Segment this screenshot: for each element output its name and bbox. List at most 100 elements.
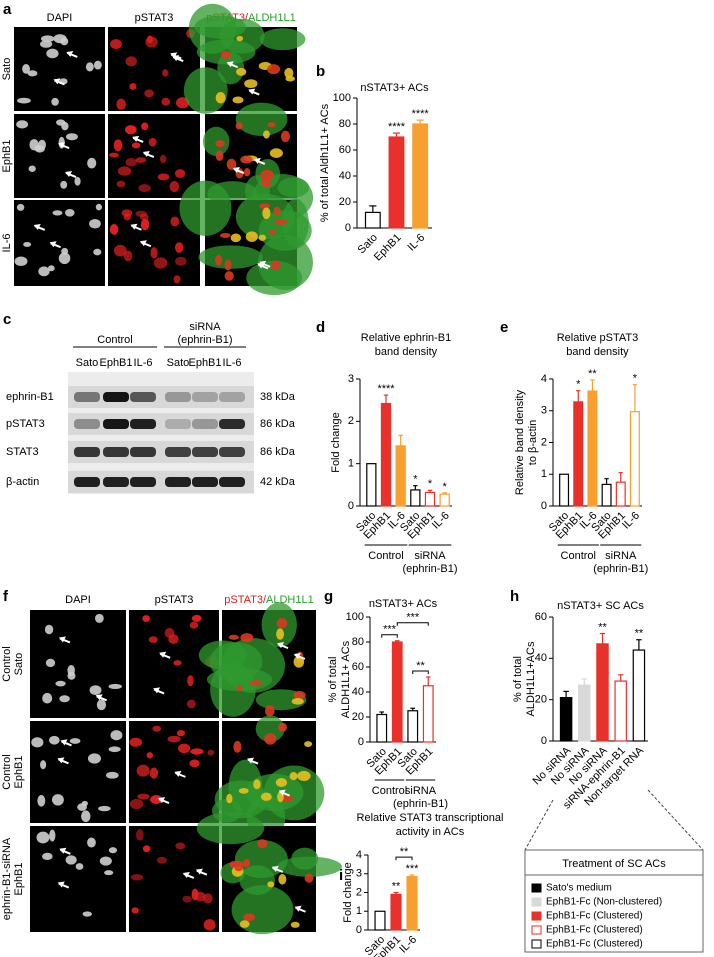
nucleus bbox=[22, 64, 30, 74]
nucleus bbox=[93, 60, 102, 70]
nucleus bbox=[138, 184, 151, 193]
nucleus bbox=[109, 223, 119, 235]
protein-label: STAT3 bbox=[6, 446, 39, 458]
nucleus bbox=[261, 177, 271, 188]
chart-title: Relative pSTAT3 bbox=[557, 332, 639, 344]
bar bbox=[614, 680, 627, 742]
panel-letter: f bbox=[3, 588, 9, 605]
nucleus bbox=[58, 252, 71, 265]
group-label: (ephrin-B1) bbox=[402, 563, 457, 575]
nucleus bbox=[82, 911, 92, 917]
blot-band bbox=[165, 392, 191, 402]
nucleus bbox=[268, 229, 276, 235]
nucleus bbox=[207, 749, 215, 756]
nucleus bbox=[31, 737, 44, 748]
nucleus bbox=[110, 730, 123, 741]
row-label: ephrin-B1-siRNA bbox=[1, 837, 13, 920]
y-tick-label: 0 bbox=[345, 222, 351, 234]
bar bbox=[578, 684, 591, 742]
y-tick-label: 20 bbox=[352, 711, 364, 723]
nucleus bbox=[40, 760, 47, 770]
nucleus bbox=[290, 921, 300, 928]
group-label: Control bbox=[368, 550, 403, 562]
bar bbox=[632, 649, 646, 742]
significance: * bbox=[576, 379, 581, 391]
blot-band bbox=[74, 447, 100, 457]
blot-band bbox=[74, 477, 100, 487]
significance: * bbox=[428, 478, 433, 490]
cell-body bbox=[239, 865, 275, 896]
nucleus bbox=[224, 259, 232, 271]
blot-band bbox=[192, 392, 218, 402]
arrow-head bbox=[53, 78, 61, 85]
x-tick-label: IL-6 bbox=[430, 510, 452, 532]
legend-swatch bbox=[531, 883, 542, 893]
y-axis-label: Fold change bbox=[330, 412, 342, 473]
arrow-head bbox=[182, 871, 190, 878]
column-header: pSTAT3/ALDH1L1 bbox=[224, 594, 313, 606]
nucleus bbox=[148, 636, 158, 644]
nucleus bbox=[75, 863, 84, 870]
nucleus bbox=[130, 874, 144, 881]
nucleus bbox=[249, 680, 263, 686]
group-label: siRNA bbox=[414, 550, 446, 562]
nucleus bbox=[152, 725, 162, 732]
nucleus bbox=[124, 125, 137, 135]
legend-swatch bbox=[531, 939, 542, 949]
nucleus bbox=[240, 633, 254, 643]
chart-title: band density bbox=[375, 346, 438, 358]
lane-label: EphB1 bbox=[188, 357, 221, 369]
chart-title: Relative STAT3 transcriptional bbox=[357, 812, 504, 824]
nucleus bbox=[167, 735, 181, 743]
nucleus bbox=[104, 870, 114, 876]
nucleus bbox=[220, 50, 232, 59]
lane-label: IL-6 bbox=[223, 357, 242, 369]
significance: **** bbox=[377, 383, 395, 395]
y-tick-label: 40 bbox=[352, 686, 364, 698]
group-label: (ephrin-B1) bbox=[593, 563, 648, 575]
nucleus bbox=[131, 907, 139, 914]
arrow-head bbox=[139, 240, 147, 247]
blot-band bbox=[130, 477, 156, 487]
nucleus bbox=[280, 130, 290, 143]
nucleus bbox=[176, 730, 186, 737]
legend-entry: EphB1-Fc (Clustered) bbox=[546, 911, 643, 922]
nucleus bbox=[270, 260, 281, 271]
nucleus bbox=[113, 244, 127, 257]
legend-title: Treatment of SC ACs bbox=[562, 858, 666, 870]
nucleus bbox=[243, 167, 251, 177]
nucleus bbox=[59, 695, 70, 703]
column-header: pSTAT3 bbox=[155, 594, 194, 606]
bracket-label: *** bbox=[383, 624, 397, 636]
significance: **** bbox=[388, 121, 406, 133]
column-header: DAPI bbox=[65, 594, 91, 606]
nucleus bbox=[74, 176, 81, 186]
nucleus bbox=[245, 231, 258, 242]
nucleus bbox=[113, 139, 123, 152]
nucleus bbox=[142, 615, 150, 622]
nucleus bbox=[116, 180, 126, 188]
nucleus bbox=[262, 207, 271, 220]
row-label: EphB1 bbox=[13, 862, 25, 895]
nucleus bbox=[267, 881, 275, 888]
blot-band bbox=[103, 477, 129, 487]
bracket bbox=[395, 856, 413, 861]
significance: **** bbox=[412, 108, 430, 120]
nucleus bbox=[278, 722, 288, 732]
nucleus bbox=[153, 257, 168, 269]
cell-body bbox=[257, 234, 313, 291]
nucleus bbox=[215, 150, 224, 161]
protein-label: β-actin bbox=[6, 476, 39, 488]
blot-band bbox=[219, 447, 245, 457]
nucleus bbox=[291, 698, 304, 705]
nucleus bbox=[67, 671, 76, 680]
nucleus bbox=[175, 842, 186, 850]
nucleus bbox=[236, 35, 244, 42]
y-axis-label: % of total bbox=[512, 656, 524, 702]
legend-swatch bbox=[531, 897, 542, 907]
blot-band bbox=[165, 447, 191, 457]
blot-band bbox=[219, 477, 245, 487]
nucleus bbox=[243, 858, 250, 868]
arrow-head bbox=[66, 50, 74, 57]
y-tick-label: 1 bbox=[541, 468, 547, 480]
